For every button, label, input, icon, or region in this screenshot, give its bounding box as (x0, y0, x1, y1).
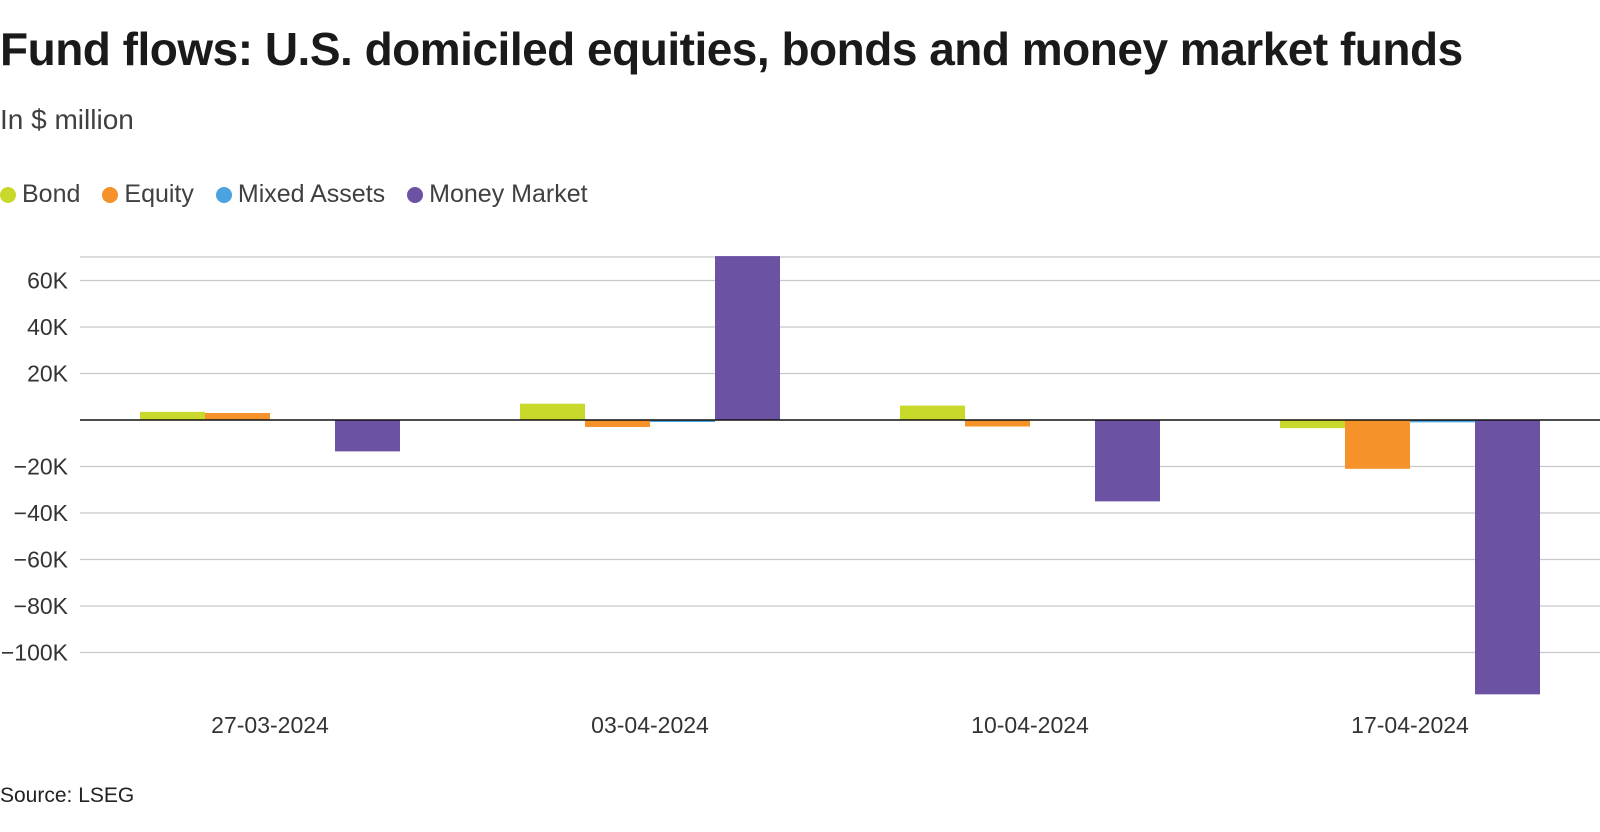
bar-equity (1345, 420, 1410, 469)
y-tick-label: −60K (14, 547, 69, 573)
source-note: Source: LSEG (0, 784, 135, 807)
y-tick-label: −40K (14, 500, 69, 526)
bar-money-market (335, 420, 400, 452)
bar-mixed-assets (650, 420, 715, 422)
bar-mixed-assets (1410, 420, 1475, 423)
chart-legend: Bond Equity Mixed Assets Money Market (0, 180, 588, 209)
x-tick-label: 10-04-2024 (971, 712, 1089, 738)
y-tick-label: 20K (27, 361, 69, 387)
legend-label-bond: Bond (22, 180, 81, 208)
bar-money-market (1095, 420, 1160, 502)
y-tick-label: −80K (14, 593, 69, 619)
legend-label-money-market: Money Market (429, 180, 588, 208)
y-tick-label: 60K (27, 268, 69, 294)
bar-equity (205, 413, 270, 420)
x-tick-label: 17-04-2024 (1351, 712, 1469, 738)
x-tick-label: 27-03-2024 (211, 712, 329, 738)
legend-item-mixed-assets: Mixed Assets (215, 180, 386, 209)
y-tick-label: 40K (27, 314, 69, 340)
legend-item-equity: Equity (102, 180, 194, 209)
legend-item-money-market: Money Market (407, 180, 588, 209)
legend-swatch-bond (0, 186, 16, 203)
legend-label-mixed-assets: Mixed Assets (237, 180, 386, 208)
legend-swatch-equity (102, 186, 119, 203)
bar-bond (1280, 420, 1345, 429)
bar-bond (520, 403, 585, 420)
bar-equity (585, 420, 650, 427)
y-tick-label: −20K (14, 454, 69, 480)
chart-subtitle: In $ million (0, 104, 134, 135)
bar-bond (140, 411, 205, 420)
bar-bond (900, 405, 965, 420)
bar-money-market (715, 256, 780, 420)
legend-item-bond: Bond (0, 180, 80, 209)
bar-money-market (1475, 420, 1540, 695)
bar-chart: 60K 40K 20K −20K −40K −60K −80K −100K 27-03-2024… (1, 256, 1600, 738)
y-tick-label: −100K (1, 640, 69, 666)
bar-equity (965, 420, 1030, 427)
chart-title: Fund flows: U.S. domiciled equities, bon… (0, 23, 1463, 75)
legend-label-equity: Equity (124, 180, 194, 208)
legend-swatch-money-market (407, 186, 424, 203)
x-tick-label: 03-04-2024 (591, 712, 709, 738)
legend-swatch-mixed-assets (215, 186, 232, 203)
